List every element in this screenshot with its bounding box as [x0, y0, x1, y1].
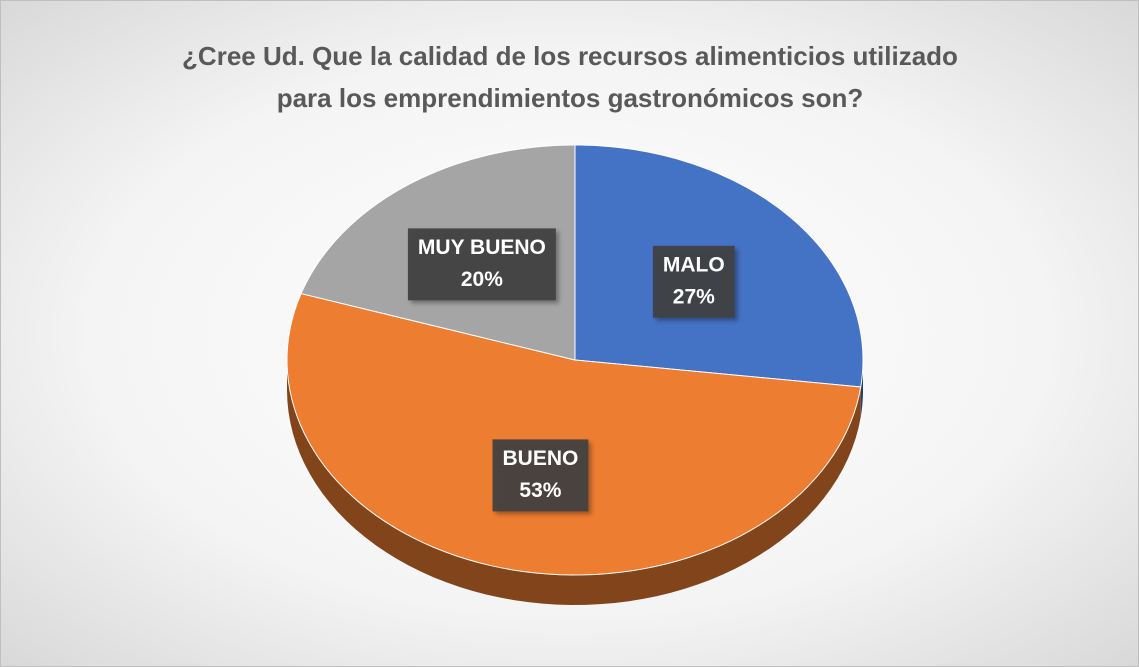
- pie: [286, 144, 864, 605]
- label-category: MALO: [663, 253, 725, 276]
- data-label: BUENO 53%: [492, 439, 589, 512]
- data-label: MALO 27%: [652, 245, 735, 318]
- label-value: 20%: [461, 268, 503, 291]
- data-label: MUY BUENO 20%: [407, 228, 556, 301]
- label-category: MUY BUENO: [418, 236, 546, 259]
- slice: [286, 292, 862, 576]
- label-category: BUENO: [503, 447, 579, 470]
- chart-title: ¿Cree Ud. Que la calidad de los recursos…: [182, 41, 958, 113]
- title-box: ¿Cree Ud. Que la calidad de los recursos…: [182, 41, 958, 113]
- label-box: [492, 439, 589, 512]
- label-value: 27%: [673, 285, 715, 308]
- label-box: [407, 228, 556, 301]
- label-value: 53%: [519, 479, 561, 502]
- labels: MALO 27% BUENO 53% MUY BUENO 20%: [407, 228, 735, 512]
- label-box: [652, 245, 735, 318]
